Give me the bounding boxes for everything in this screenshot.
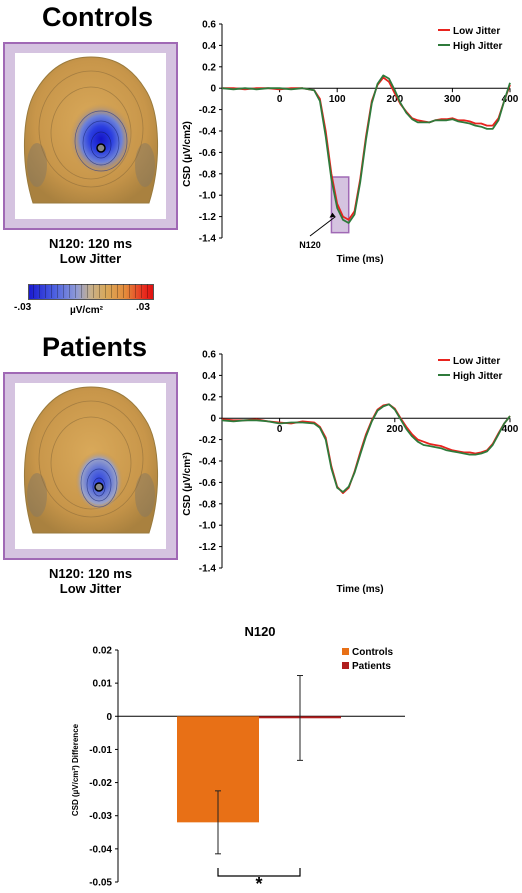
bar-legend: Controls Patients: [342, 647, 394, 672]
controls-csd-chart: 0.6 0.4 0.2 0 -0.2 -0.4 -0.6 -0.8 -1.0 -1.2 -1.4 0…: [182, 20, 518, 266]
patients-y-tick-label: -1.0: [199, 521, 217, 532]
colorbar: [28, 284, 154, 300]
patients-y-tick-label: -0.8: [199, 499, 217, 510]
bar-y-tick-label: 0: [106, 712, 112, 723]
bar-y-tick-label: -0.05: [89, 878, 112, 889]
controls-series-line-high-jitter: [221, 74, 511, 224]
patients-heading: Patients: [42, 332, 148, 362]
errorbar-controls: [215, 790, 221, 855]
colorbar-unit-label: µV/cm²: [70, 305, 103, 316]
bar-legend-swatch: [342, 648, 349, 655]
controls-n120-annotation: N120: [299, 240, 321, 250]
patients-series-line-high-jitter: [221, 403, 511, 493]
controls-x-tick-label: 300: [444, 94, 461, 105]
electrode-marker: [94, 482, 104, 492]
bar-y-tick-label: -0.03: [89, 811, 112, 822]
patients-caption-line1: N120: 120 ms: [48, 566, 133, 581]
controls-y-tick-label: -0.2: [199, 105, 217, 116]
controls-highlight: [309, 176, 350, 237]
patients-y-tick-label: -1.4: [199, 564, 217, 575]
controls-legend-label: High Jitter: [453, 41, 503, 52]
controls-legend: Low Jitter High Jitter: [438, 26, 503, 52]
controls-series-line-low-jitter: [222, 76, 511, 221]
controls-x-tick-label: 100: [329, 94, 346, 105]
controls-series: [221, 74, 511, 224]
patients-legend: Low Jitter High Jitter: [438, 356, 503, 382]
patients-csd-chart: 0.6 0.4 0.2 0 -0.2 -0.4 -0.6 -0.8 -1.0 -1.2 -1.4 0…: [182, 350, 518, 596]
bar-y-tick-label: -0.01: [89, 745, 112, 756]
controls-y-axis: 0.6 0.4 0.2 0 -0.2 -0.4 -0.6 -0.8 -1.0 -1.2 -1.4: [199, 20, 223, 245]
n120-bar-chart: N120 CSD (µV/cm²) Difference 0.02 0.01 0 -0…: [71, 624, 405, 890]
controls-topomap: [23, 56, 159, 204]
controls-ylabel: CSD (µV/cm2): [182, 121, 193, 187]
controls-y-tick-label: 0: [210, 84, 216, 95]
controls-legend-label: Low Jitter: [453, 26, 500, 37]
controls-y-tick-label: -0.4: [199, 127, 217, 138]
controls-y-tick-label: 0.6: [202, 20, 216, 31]
controls-annotation-arrowhead: [329, 212, 336, 218]
controls-y-tick-label: -0.6: [199, 148, 217, 159]
patients-legend-label: High Jitter: [453, 371, 503, 382]
controls-x-tick-label: 400: [502, 94, 518, 105]
electrode-marker: [96, 143, 106, 153]
controls-caption: N120: 120 ms Low Jitter: [3, 236, 178, 266]
controls-y-tick-label: -0.8: [199, 169, 217, 180]
patients-y-tick-label: 0: [210, 414, 216, 425]
controls-annotation-arrow: [309, 216, 336, 237]
patients-x-tick-label: 200: [386, 424, 403, 435]
bar-y-tick-label: -0.04: [89, 844, 112, 855]
patients-caption-line2: Low Jitter: [59, 581, 122, 596]
patients-caption: N120: 120 ms Low Jitter: [3, 566, 178, 596]
bar-legend-label: Controls: [352, 647, 394, 658]
patients-y-tick-label: 0.4: [202, 371, 216, 382]
controls-x-axis: 0 100 200 300 400: [222, 87, 518, 105]
patients-y-tick-label: -0.2: [199, 435, 217, 446]
patients-topomap: [23, 386, 159, 534]
errorbar-patients: [297, 675, 303, 761]
bar-y-tick-label: 0.02: [93, 646, 113, 657]
bar-ylabel: CSD (µV/cm²) Difference: [71, 723, 80, 816]
bar-y-axis: 0.02 0.01 0 -0.01 -0.02 -0.03 -0.04 -0.05: [89, 646, 405, 889]
controls-x-tick-label: 0: [277, 94, 283, 105]
patients-xlabel: Time (ms): [336, 584, 383, 595]
controls-y-tick-label: -1.2: [199, 212, 217, 223]
controls-y-tick-label: 0.4: [202, 41, 216, 52]
bar-errorbars: [215, 675, 303, 855]
bar-bars: [177, 716, 341, 823]
bar-y-tick-label: 0.01: [93, 679, 113, 690]
patients-y-tick-label: -0.4: [199, 457, 217, 468]
controls-y-tick-label: -1.4: [199, 234, 217, 245]
patients-y-tick-label: 0.6: [202, 350, 216, 361]
controls-y-tick-label: 0.2: [202, 62, 216, 73]
bar-title: N120: [244, 624, 275, 639]
significance-bracket: [217, 868, 301, 877]
patients-y-tick-label: -1.2: [199, 542, 217, 553]
significance-asterisk: *: [255, 874, 262, 890]
patients-y-tick-label: -0.6: [199, 478, 217, 489]
patients-y-axis: 0.6 0.4 0.2 0 -0.2 -0.4 -0.6 -0.8 -1.0 -1.2 -1.4: [199, 350, 223, 575]
controls-topomap-frame: [3, 42, 178, 230]
controls-y-tick-label: -1.0: [199, 191, 217, 202]
patients-y-tick-label: 0.2: [202, 392, 216, 403]
colorbar-max-label: .03: [136, 302, 150, 313]
patients-x-axis: 0 200 400: [222, 417, 518, 435]
controls-highlight-window: [330, 176, 350, 234]
controls-x-tick-label: 200: [386, 94, 403, 105]
controls-heading: Controls: [42, 2, 153, 32]
controls-xlabel: Time (ms): [336, 254, 383, 265]
patients-x-tick-label: 400: [502, 424, 518, 435]
patients-x-tick-label: 0: [277, 424, 283, 435]
bar-legend-swatch: [342, 662, 349, 669]
bar-legend-label: Patients: [352, 661, 391, 672]
colorbar-min-label: -.03: [14, 302, 32, 313]
bar-y-tick-label: -0.02: [89, 778, 112, 789]
patients-ylabel: CSD (µV/cm²): [182, 452, 193, 516]
patients-series: [221, 403, 511, 495]
patients-series-line-low-jitter: [221, 403, 511, 495]
patients-legend-label: Low Jitter: [453, 356, 500, 367]
controls-caption-line1: N120: 120 ms: [48, 236, 133, 251]
controls-caption-line2: Low Jitter: [59, 251, 122, 266]
bar-significance: *: [217, 868, 301, 890]
patients-topomap-frame: [3, 372, 178, 560]
